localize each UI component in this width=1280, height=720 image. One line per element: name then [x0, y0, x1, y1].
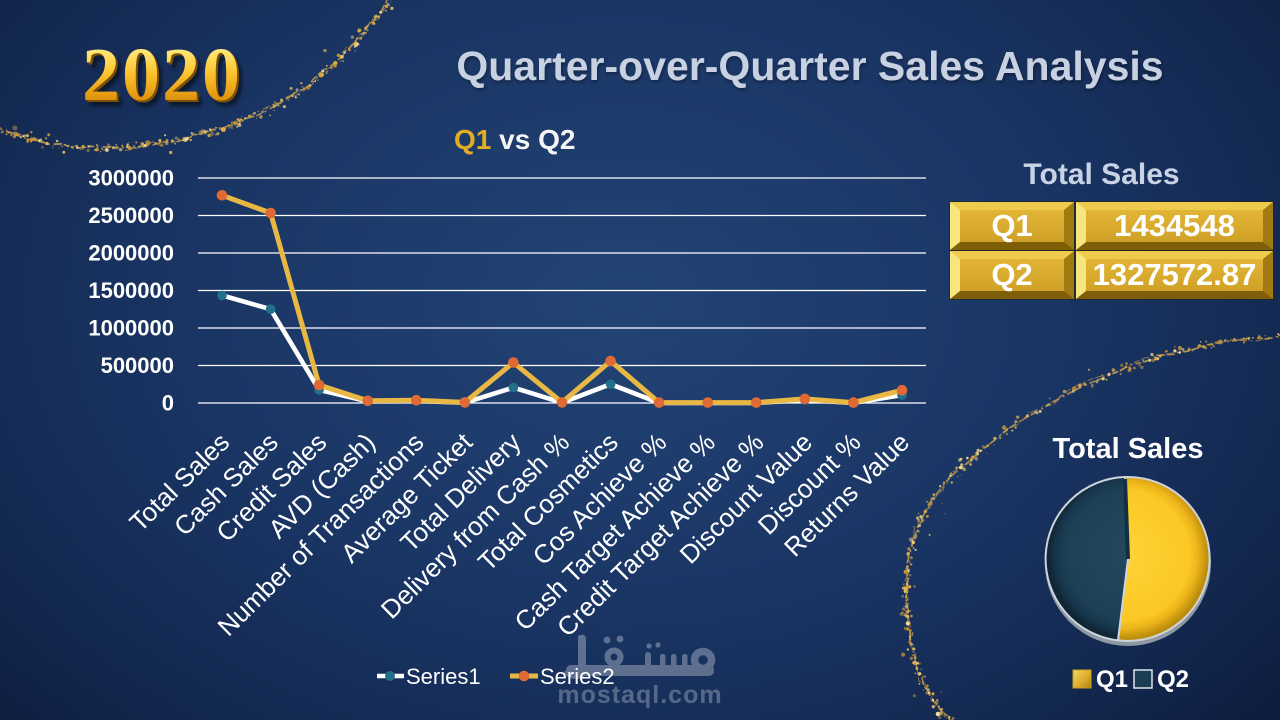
- svg-text:Series1: Series1: [406, 664, 481, 689]
- svg-text:Series2: Series2: [540, 664, 615, 689]
- svg-text:2000000: 2000000: [88, 241, 174, 266]
- svg-text:mostaql.com: mostaql.com: [557, 681, 722, 709]
- svg-text:500000: 500000: [101, 353, 174, 378]
- svg-text:0: 0: [162, 391, 174, 416]
- svg-text:2500000: 2500000: [88, 203, 174, 228]
- svg-text:1000000: 1000000: [88, 316, 174, 341]
- svg-text:Q1: Q1: [1096, 666, 1128, 693]
- svg-text:3000000: 3000000: [88, 166, 174, 191]
- svg-text:Q2: Q2: [1157, 666, 1189, 693]
- svg-text:1500000: 1500000: [88, 278, 174, 303]
